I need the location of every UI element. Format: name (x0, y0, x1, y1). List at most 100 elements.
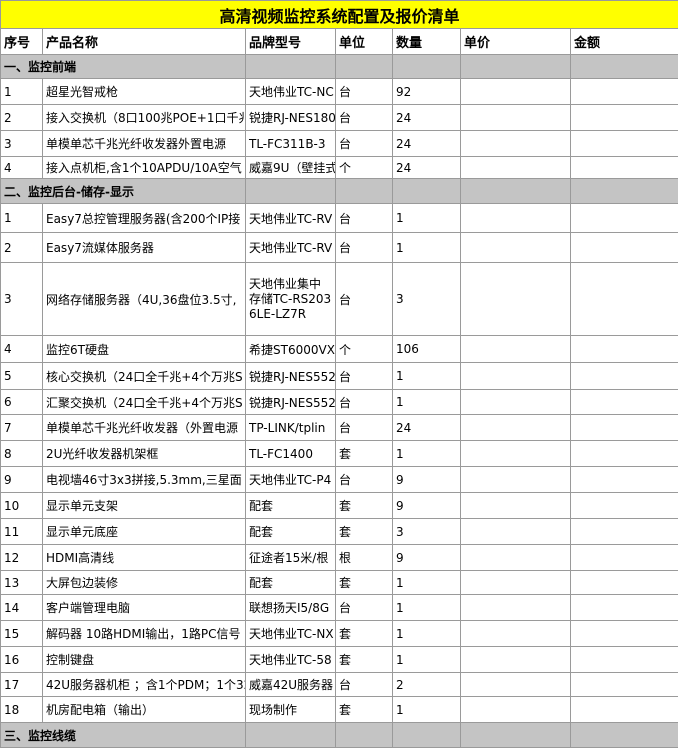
item-price (461, 519, 571, 545)
item-no: 3 (1, 263, 43, 336)
item-price (461, 697, 571, 723)
item-no: 17 (1, 673, 43, 697)
item-no: 5 (1, 363, 43, 390)
item-qty: 1 (393, 233, 461, 263)
item-brand: 天地伟业TC-P4 (246, 467, 336, 493)
item-no: 1 (1, 204, 43, 233)
item-brand: TL-FC1400 (246, 441, 336, 467)
item-name: 监控6T硬盘 (43, 336, 246, 363)
item-name: 接入点机柜,含1个10APDU/10A空气 (43, 157, 246, 179)
item-qty: 1 (393, 363, 461, 390)
item-amount (571, 415, 678, 441)
section-row: 二、监控后台-储存-显示 (1, 179, 678, 204)
section-title: 一、监控前端 (1, 55, 246, 79)
item-price (461, 79, 571, 105)
item-amount (571, 441, 678, 467)
item-no: 10 (1, 493, 43, 519)
item-no: 2 (1, 105, 43, 131)
item-amount (571, 545, 678, 571)
item-amount (571, 571, 678, 595)
item-no: 14 (1, 595, 43, 621)
item-qty: 92 (393, 79, 461, 105)
item-amount (571, 157, 678, 179)
item-amount (571, 697, 678, 723)
item-brand: 锐捷RJ-NES552 (246, 363, 336, 390)
item-amount (571, 390, 678, 415)
item-amount (571, 131, 678, 157)
empty-cell (246, 179, 336, 204)
item-unit: 台 (336, 263, 393, 336)
item-brand: 现场制作 (246, 697, 336, 723)
item-brand: 锐捷RJ-NES552 (246, 390, 336, 415)
item-price (461, 673, 571, 697)
item-name: 显示单元底座 (43, 519, 246, 545)
item-name: 单模单芯千兆光纤收发器（外置电源 (43, 415, 246, 441)
item-unit: 台 (336, 131, 393, 157)
item-no: 16 (1, 647, 43, 673)
item-unit: 台 (336, 673, 393, 697)
item-qty: 106 (393, 336, 461, 363)
item-price (461, 545, 571, 571)
item-price (461, 441, 571, 467)
item-price (461, 233, 571, 263)
item-brand: 配套 (246, 519, 336, 545)
item-unit: 套 (336, 519, 393, 545)
item-unit: 套 (336, 571, 393, 595)
empty-cell (571, 723, 678, 748)
item-name: 电视墙46寸3x3拼接,5.3mm,三星面 (43, 467, 246, 493)
item-brand: 配套 (246, 493, 336, 519)
item-name: 大屏包边装修 (43, 571, 246, 595)
item-name: Easy7总控管理服务器(含200个IP接 (43, 204, 246, 233)
section-title: 三、监控线缆 (1, 723, 246, 748)
empty-cell (336, 179, 393, 204)
empty-cell (336, 723, 393, 748)
item-qty: 24 (393, 415, 461, 441)
item-name: 解码器 10路HDMI输出，1路PC信号 (43, 621, 246, 647)
empty-cell (571, 179, 678, 204)
item-qty: 9 (393, 493, 461, 519)
item-unit: 台 (336, 363, 393, 390)
item-price (461, 157, 571, 179)
item-name: 控制键盘 (43, 647, 246, 673)
item-no: 13 (1, 571, 43, 595)
item-brand: 天地伟业TC-58 (246, 647, 336, 673)
item-price (461, 336, 571, 363)
item-brand: 征途者15米/根 (246, 545, 336, 571)
column-header: 单位 (336, 29, 393, 55)
item-unit: 台 (336, 204, 393, 233)
column-header: 产品名称 (43, 29, 246, 55)
item-unit: 套 (336, 621, 393, 647)
item-qty: 1 (393, 204, 461, 233)
empty-cell (246, 55, 336, 79)
item-amount (571, 467, 678, 493)
item-qty: 2 (393, 673, 461, 697)
item-brand: 联想扬天I5/8G (246, 595, 336, 621)
item-price (461, 204, 571, 233)
item-unit: 台 (336, 467, 393, 493)
empty-cell (246, 723, 336, 748)
item-qty: 1 (393, 621, 461, 647)
item-price (461, 105, 571, 131)
item-unit: 套 (336, 441, 393, 467)
item-amount (571, 519, 678, 545)
item-no: 12 (1, 545, 43, 571)
empty-cell (571, 55, 678, 79)
item-price (461, 467, 571, 493)
column-header: 品牌型号 (246, 29, 336, 55)
item-amount (571, 105, 678, 131)
item-brand: 希捷ST6000VX0 (246, 336, 336, 363)
item-no: 1 (1, 79, 43, 105)
